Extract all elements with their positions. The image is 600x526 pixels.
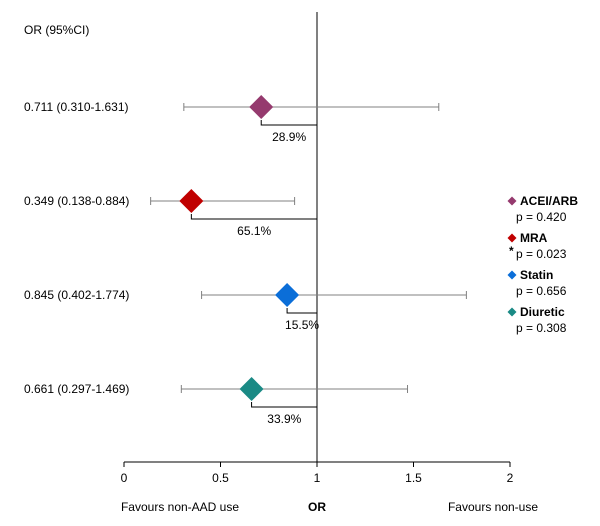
x-tick-label: 0 <box>121 471 128 485</box>
or-ci-label: 0.711 (0.310-1.631) <box>24 100 129 114</box>
reduction-label: 33.9% <box>267 412 301 426</box>
ci-header: OR (95%CI) <box>24 23 89 37</box>
reduction-bracket <box>260 120 318 126</box>
x-tick-label: 1 <box>314 471 321 485</box>
reduction-bracket <box>251 402 318 408</box>
legend-entry: Diuretic p = 0.308 <box>507 305 567 335</box>
or-diamond <box>275 283 300 307</box>
legend-p-value: p = 0.656 <box>516 284 567 298</box>
legend-diamond <box>507 196 517 206</box>
x-tick-label: 1.5 <box>405 471 422 485</box>
reduction-label: 65.1% <box>237 224 271 238</box>
reduction-bracket <box>190 214 318 220</box>
reduction-bracket <box>286 308 318 314</box>
legend-name: Statin <box>520 268 553 282</box>
x-tick-label: 0.5 <box>212 471 229 485</box>
legend-entry: Statin p = 0.656 <box>507 268 567 298</box>
or-diamond <box>249 95 274 119</box>
or-ci-label: 0.845 (0.402-1.774) <box>24 288 129 302</box>
x-tick-label: 2 <box>507 471 514 485</box>
x-label-left: Favours non-AAD use <box>121 500 239 514</box>
legend-p-value: p = 0.420 <box>516 210 567 224</box>
legend-diamond <box>507 307 517 317</box>
legend-diamond <box>507 270 517 280</box>
reduction-label: 28.9% <box>272 130 306 144</box>
legend-p-value: p = 0.023 <box>516 247 567 261</box>
forest-row: 0.349 (0.138-0.884) 65.1% <box>24 189 318 238</box>
or-ci-label: 0.349 (0.138-0.884) <box>24 194 129 208</box>
legend-p-value: p = 0.308 <box>516 321 567 335</box>
legend-diamond <box>507 233 517 243</box>
legend-name: ACEI/ARB <box>520 194 578 208</box>
legend: ACEI/ARB p = 0.420 MRA * p = 0.023 Statin p = … <box>507 194 578 335</box>
reduction-label: 15.5% <box>285 318 319 332</box>
x-label-center: OR <box>308 500 326 514</box>
legend-name: MRA <box>520 231 548 245</box>
or-ci-label: 0.661 (0.297-1.469) <box>24 382 129 396</box>
forest-row: 0.711 (0.310-1.631) 28.9% <box>24 95 440 144</box>
legend-entry: ACEI/ARB p = 0.420 <box>507 194 578 224</box>
legend-name: Diuretic <box>520 305 565 319</box>
or-diamond <box>239 377 264 401</box>
forest-row: 0.661 (0.297-1.469) 33.9% <box>24 377 409 426</box>
x-label-right: Favours non-use <box>448 500 538 514</box>
or-diamond <box>179 189 204 213</box>
forest-row: 0.845 (0.402-1.774) 15.5% <box>24 283 467 332</box>
legend-entry: MRA * p = 0.023 <box>507 231 567 261</box>
significance-star: * <box>509 244 514 258</box>
